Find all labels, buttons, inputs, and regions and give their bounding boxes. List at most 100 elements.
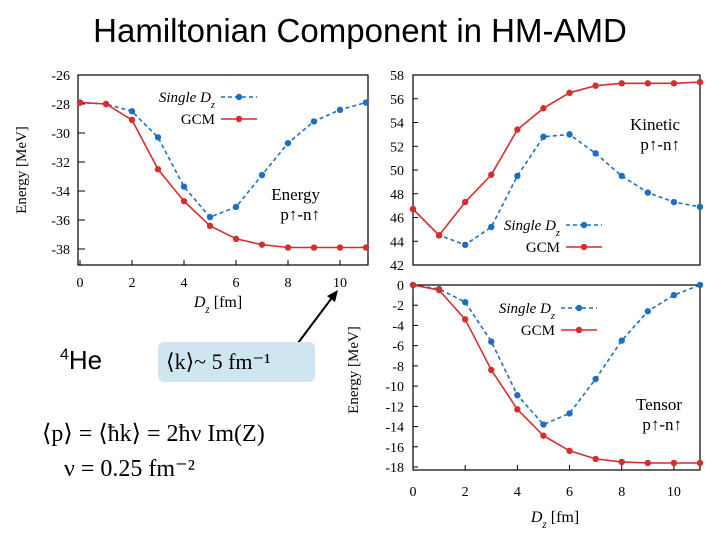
energy-legend-gcm-marker [235,115,243,123]
energy-single-point [180,183,188,190]
tensor-ytick-label: -10 [385,380,404,395]
energy-gcm-point [76,99,84,106]
kinetic-ytick-label: 52 [390,140,404,155]
tensor-xtick-label: 8 [618,485,625,500]
energy-ytick-label: -28 [51,98,70,113]
tensor-single-point [540,421,547,428]
energy-single-point [206,213,214,221]
tensor-annotation-line: p↑-n↑ [642,415,682,434]
kinetic-gcm-point [540,105,547,112]
energy-single-line [79,101,367,219]
tensor-gcm-point [435,286,443,294]
energy-y-axis-label: Energy [MeV] [14,126,30,214]
kinetic-single-point [592,150,599,157]
tensor-gcm-point [409,281,417,289]
kinetic-ytick-label: 58 [390,69,404,84]
tensor-gcm-point [488,366,495,374]
kinetic-ytick-label: 44 [390,235,404,250]
energy-ytick-label: -32 [51,156,70,171]
momentum-equation: ⟨p⟩ = ⟨ħk⟩ = 2ħν Im(Z) [42,421,265,447]
kinetic-gcm-point [592,82,599,89]
tensor-gcm-point [461,316,469,323]
tensor-xtick-label: 0 [410,485,417,500]
tensor-plot-frame [412,284,701,471]
kinetic-gcm-point [618,80,625,87]
tensor-gcm-point [566,447,573,455]
slide-title: Hamiltonian Component in HM-AMD [93,12,627,49]
kinetic-annotation-line: Kinetic [630,115,680,134]
tensor-ytick-label: -6 [392,340,404,355]
energy-legend-single-marker [235,93,243,101]
energy-xtick-label: 8 [285,276,292,291]
tensor-ytick-label: -18 [385,461,404,476]
kinetic-annotation-line: p↑-n↑ [640,135,680,154]
kinetic-legend-gcm-label: GCM [526,240,560,256]
energy-ytick-label: -36 [51,214,70,229]
tensor-single-point [461,298,469,306]
energy-ytick-label: -26 [51,69,70,84]
arrow-head [327,290,338,302]
kinetic-single-point [488,223,495,231]
tensor-legend-gcm-label: GCM [521,323,555,339]
kinetic-single-point [461,241,469,249]
kinetic-gcm-point [409,205,417,213]
kinetic-single-line [412,133,701,246]
kinetic-legend-single-marker [580,221,588,229]
kinetic-gcm-point [566,89,573,97]
energy-xtick-label: 0 [77,276,84,291]
energy-single-point [284,139,292,147]
energy-single-point [258,171,266,179]
tensor-single-point [592,375,599,383]
energy-ytick-label: -38 [51,243,70,258]
kinetic-gcm-point [644,80,652,87]
kinetic-single-point [696,203,704,211]
tensor-ytick-label: -8 [392,360,404,375]
energy-gcm-point [336,244,344,251]
energy-single-point [232,203,240,211]
tensor-single-point [696,281,704,289]
kinetic-single-point [566,131,573,138]
tensor-gcm-point [696,459,704,467]
tensor-ytick-label: -14 [385,421,404,436]
kinetic-single-point [670,198,678,206]
kinetic-gcm-point [696,78,704,86]
kinetic-ytick-label: 56 [390,93,404,108]
energy-annotation-line: p↑-n↑ [280,205,320,224]
tensor-ytick-label: 0 [397,279,404,294]
tensor-xtick-label: 6 [566,485,573,500]
kinetic-gcm-point [461,198,469,206]
kinetic-single-point [514,172,521,180]
kinetic-gcm-point [670,80,678,87]
energy-ytick-label: -30 [51,127,70,142]
tensor-y-axis-label: Energy [MeV] [346,326,362,414]
kinetic-single-point [618,172,625,180]
tensor-ytick-label: -2 [392,299,404,314]
tensor-x-axis-label: Dz [fm] [530,509,579,531]
tensor-ytick-label: -4 [392,319,404,334]
energy-gcm-point [284,244,292,251]
tensor-legend-single-label: Single Dz [499,301,555,322]
tensor-gcm-point [644,459,652,467]
nu-equation: ν = 0.25 fm⁻² [64,456,195,482]
nucleus-mass-number: 4 [60,346,69,364]
nucleus-symbol: He [68,345,103,375]
tensor-ytick-label: -16 [385,441,404,456]
kinetic-gcm-point [435,232,443,239]
energy-single-point [310,118,318,125]
kinetic-ytick-label: 42 [390,259,404,274]
tensor-single-point [488,338,495,345]
tensor-single-point [514,392,521,399]
tensor-annotation-line: Tensor [636,395,682,414]
energy-single-point [336,106,344,114]
kinetic-gcm-point [488,171,495,178]
energy-legend-gcm-label: GCM [181,112,215,128]
energy-plot-frame [77,74,369,266]
energy-gcm-point [180,197,188,205]
energy-gcm-point [102,100,110,108]
k-estimate-text: ⟨k⟩~ 5 fm⁻¹ [166,349,271,374]
k-estimate-box [158,342,315,382]
energy-single-point [154,134,162,141]
kinetic-single-point [644,189,652,196]
kinetic-legend-gcm-marker [580,243,588,251]
energy-gcm-point [154,166,162,173]
